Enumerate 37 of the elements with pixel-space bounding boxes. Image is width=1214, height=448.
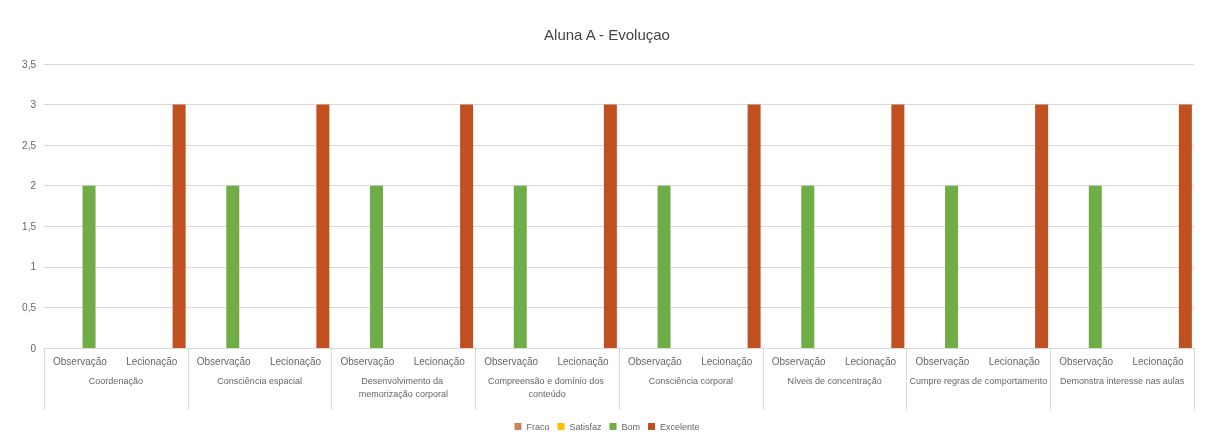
y-tick-label: 3 bbox=[30, 99, 37, 111]
text: Consciência corporal bbox=[648, 375, 733, 386]
legend-label: Excelente bbox=[660, 421, 700, 432]
y-tick-label: 2 bbox=[30, 180, 37, 192]
x-tick-label: Lecionação bbox=[988, 355, 1041, 367]
y-tick-label: 2,5 bbox=[22, 139, 37, 151]
x-tick-label: Observação bbox=[1059, 355, 1114, 367]
text: Coordenação bbox=[88, 375, 143, 386]
x-tick-label: Lecionação bbox=[269, 355, 322, 367]
y-tick-label: 3,5 bbox=[22, 58, 37, 70]
x-tick-label: Observação bbox=[52, 355, 108, 367]
legend-label: Satisfaz bbox=[569, 421, 602, 432]
x-tick-label: Observação bbox=[915, 355, 970, 367]
text: Cumpre regras de comportamento bbox=[909, 375, 1048, 386]
y-tick-label: 0 bbox=[30, 342, 37, 354]
x-tick-label: Observação bbox=[484, 355, 539, 367]
text: Desenvolvimento da memorização corporal bbox=[358, 375, 448, 399]
y-tick-label: 1,5 bbox=[22, 220, 37, 232]
x-tick-label: Lecionação bbox=[126, 355, 178, 367]
y-tick-label: 0,5 bbox=[22, 301, 37, 313]
text: Compreensão e domínio dos conteúdo bbox=[488, 375, 607, 399]
legend-label: Bom bbox=[621, 421, 641, 432]
x-tick-label: Lecionação bbox=[557, 355, 610, 367]
x-tick-label: Observação bbox=[196, 355, 252, 367]
text: Demonstra interesse nas aulas bbox=[1060, 375, 1185, 386]
chart-title: Aluna A - Evoluçao bbox=[544, 26, 670, 43]
x-tick-label: Lecionação bbox=[413, 355, 466, 367]
x-tick-label: Observação bbox=[627, 355, 683, 367]
x-tick-label: Lecionação bbox=[701, 355, 753, 367]
x-tick-label: Lecionação bbox=[844, 355, 897, 367]
x-tick-label: Lecionação bbox=[1132, 355, 1185, 367]
y-tick-label: 1 bbox=[30, 261, 37, 273]
text: Consciência espacial bbox=[217, 375, 302, 386]
x-tick-label: Observação bbox=[340, 355, 395, 367]
x-tick-label: Observação bbox=[771, 355, 827, 367]
text: Níveis de concentração bbox=[787, 375, 882, 386]
legend-label: Fraco bbox=[526, 421, 550, 432]
